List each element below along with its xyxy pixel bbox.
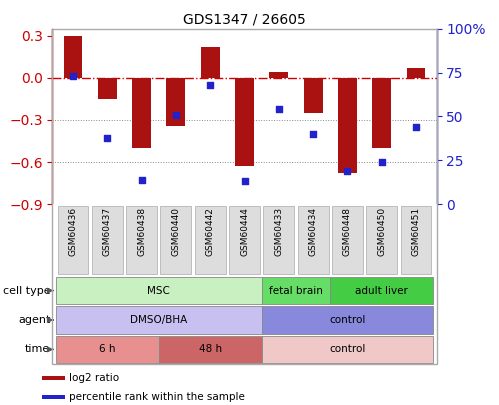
Text: GSM60437: GSM60437 bbox=[103, 207, 112, 256]
FancyBboxPatch shape bbox=[161, 206, 191, 275]
FancyBboxPatch shape bbox=[366, 206, 397, 275]
Point bbox=[378, 159, 386, 165]
Point bbox=[138, 177, 146, 183]
FancyBboxPatch shape bbox=[57, 206, 88, 275]
FancyBboxPatch shape bbox=[263, 206, 294, 275]
Bar bbox=[330, 277, 433, 304]
Bar bbox=[42, 376, 65, 380]
FancyBboxPatch shape bbox=[229, 206, 260, 275]
Text: percentile rank within the sample: percentile rank within the sample bbox=[69, 392, 245, 402]
Text: DMSO/BHA: DMSO/BHA bbox=[130, 315, 187, 325]
Bar bbox=[56, 336, 159, 363]
Text: adult liver: adult liver bbox=[355, 286, 408, 296]
Text: GSM60450: GSM60450 bbox=[377, 207, 386, 256]
Bar bbox=[56, 307, 261, 334]
Bar bbox=[269, 72, 288, 78]
Bar bbox=[338, 78, 357, 173]
Text: GSM60451: GSM60451 bbox=[412, 207, 421, 256]
Bar bbox=[372, 78, 391, 148]
Bar bbox=[56, 277, 261, 304]
FancyBboxPatch shape bbox=[126, 206, 157, 275]
FancyBboxPatch shape bbox=[298, 206, 328, 275]
Bar bbox=[132, 78, 151, 148]
Text: GSM60436: GSM60436 bbox=[68, 207, 77, 256]
Bar bbox=[304, 78, 322, 113]
Bar bbox=[201, 47, 220, 78]
Text: GSM60448: GSM60448 bbox=[343, 207, 352, 256]
Text: GSM60444: GSM60444 bbox=[240, 207, 249, 256]
FancyBboxPatch shape bbox=[332, 206, 363, 275]
Text: 6 h: 6 h bbox=[99, 344, 116, 354]
Text: 48 h: 48 h bbox=[199, 344, 222, 354]
FancyBboxPatch shape bbox=[92, 206, 123, 275]
Text: fetal brain: fetal brain bbox=[269, 286, 323, 296]
Point bbox=[103, 134, 111, 141]
Bar bbox=[261, 277, 330, 304]
Point bbox=[69, 73, 77, 79]
Text: log2 ratio: log2 ratio bbox=[69, 373, 119, 384]
Text: GSM60442: GSM60442 bbox=[206, 207, 215, 256]
Point bbox=[309, 131, 317, 137]
FancyBboxPatch shape bbox=[195, 206, 226, 275]
Text: cell type: cell type bbox=[3, 286, 50, 296]
Text: control: control bbox=[329, 344, 366, 354]
Bar bbox=[235, 78, 254, 166]
Text: MSC: MSC bbox=[147, 286, 170, 296]
Bar bbox=[159, 336, 261, 363]
FancyBboxPatch shape bbox=[401, 206, 432, 275]
Bar bbox=[42, 395, 65, 399]
Point bbox=[241, 178, 249, 185]
Bar bbox=[98, 78, 117, 99]
Point bbox=[412, 124, 420, 130]
Bar bbox=[407, 68, 426, 78]
Text: GSM60440: GSM60440 bbox=[171, 207, 181, 256]
Bar bbox=[261, 336, 433, 363]
Text: GSM60433: GSM60433 bbox=[274, 207, 283, 256]
Point bbox=[206, 81, 214, 88]
Bar bbox=[63, 36, 82, 78]
Text: GSM60434: GSM60434 bbox=[308, 207, 318, 256]
Point bbox=[172, 111, 180, 118]
Point bbox=[275, 106, 283, 113]
Bar bbox=[167, 78, 185, 126]
Text: time: time bbox=[25, 344, 50, 354]
Text: agent: agent bbox=[18, 315, 50, 325]
Text: control: control bbox=[329, 315, 366, 325]
Bar bbox=[261, 307, 433, 334]
Text: GSM60438: GSM60438 bbox=[137, 207, 146, 256]
Point bbox=[343, 168, 351, 174]
Title: GDS1347 / 26605: GDS1347 / 26605 bbox=[183, 12, 306, 26]
